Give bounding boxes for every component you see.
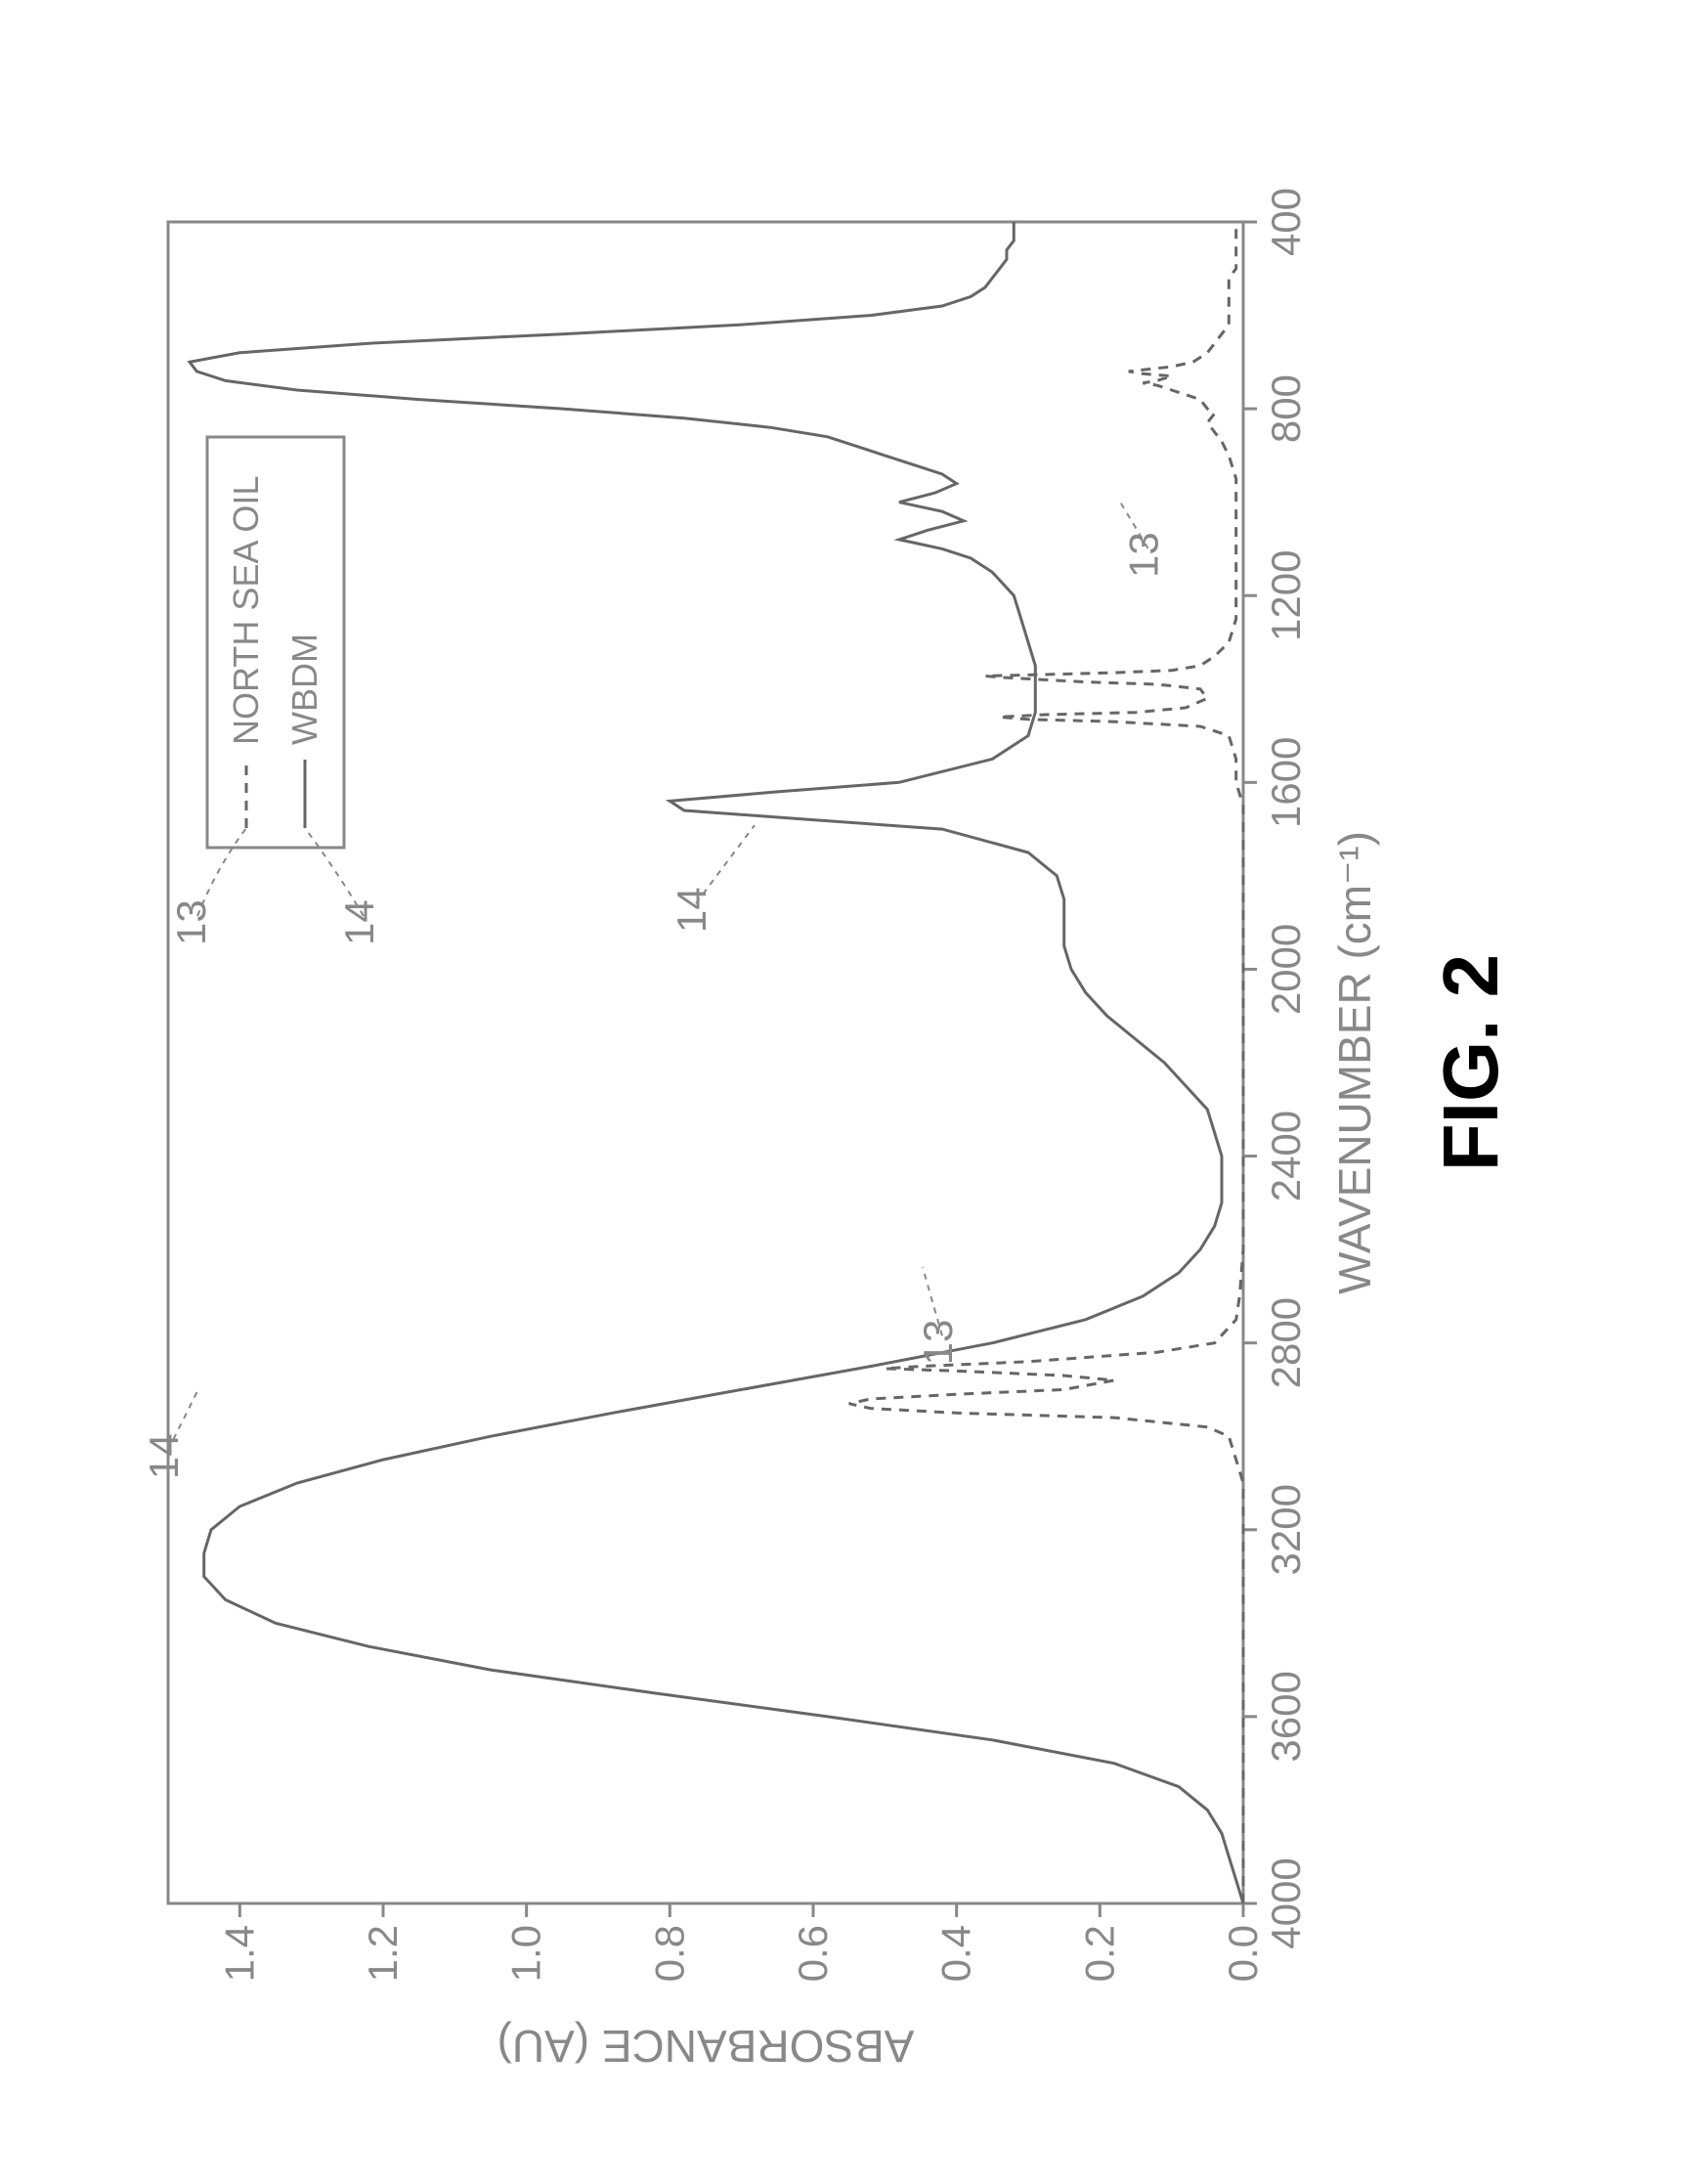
- y-tick-label: 0.4: [933, 1925, 979, 1982]
- x-tick-label: 400: [1263, 188, 1309, 256]
- callout-14: 14: [141, 1433, 187, 1479]
- spectrum-chart: 0.0 0.2 0.4 0.6 0.8 1.0 1.2 1.4 4000 3600 3200 2800…: [109, 85, 1576, 2099]
- y-tick-label: 1.2: [360, 1925, 406, 1982]
- y-tick-label: 0.0: [1220, 1925, 1266, 1982]
- x-tick-label: 2400: [1263, 1111, 1309, 1201]
- y-tick-label: 0.2: [1076, 1925, 1122, 1982]
- callout-14: 14: [669, 887, 714, 933]
- y-tick-label: 1.0: [503, 1925, 549, 1982]
- series-wbdm: [190, 222, 1243, 1903]
- legend-label: WBDM: [284, 633, 324, 745]
- y-tick-label: 1.4: [216, 1925, 262, 1982]
- callout-14: 14: [336, 899, 382, 945]
- x-tick-label: 1600: [1263, 737, 1309, 828]
- plot-border: [168, 222, 1243, 1903]
- rotated-figure-container: 0.0 0.2 0.4 0.6 0.8 1.0 1.2 1.4 4000 3600 3200 2800…: [109, 85, 1576, 2099]
- x-tick-label: 3600: [1263, 1671, 1309, 1762]
- callout-13: 13: [915, 1320, 961, 1366]
- y-axis-title: ABSORBANCE (AU): [497, 2021, 915, 2072]
- figure-label: FIG. 2: [1427, 954, 1514, 1171]
- x-tick-label: 800: [1263, 374, 1309, 443]
- callout-13: 13: [1121, 532, 1167, 578]
- y-tick-label: 0.8: [646, 1925, 692, 1982]
- y-tick-label: 0.6: [790, 1925, 836, 1982]
- x-tick-label: 1200: [1263, 550, 1309, 641]
- legend-label: NORTH SEA OIL: [226, 476, 266, 745]
- x-axis-title: WAVENUMBER (cm⁻¹): [1329, 831, 1380, 1294]
- x-tick-label: 2000: [1263, 924, 1309, 1015]
- series-north-sea-oil: [849, 222, 1243, 1903]
- x-tick-label: 3200: [1263, 1484, 1309, 1575]
- callout-13: 13: [168, 899, 214, 945]
- x-tick-label: 2800: [1263, 1297, 1309, 1388]
- x-tick-label: 4000: [1263, 1857, 1309, 1948]
